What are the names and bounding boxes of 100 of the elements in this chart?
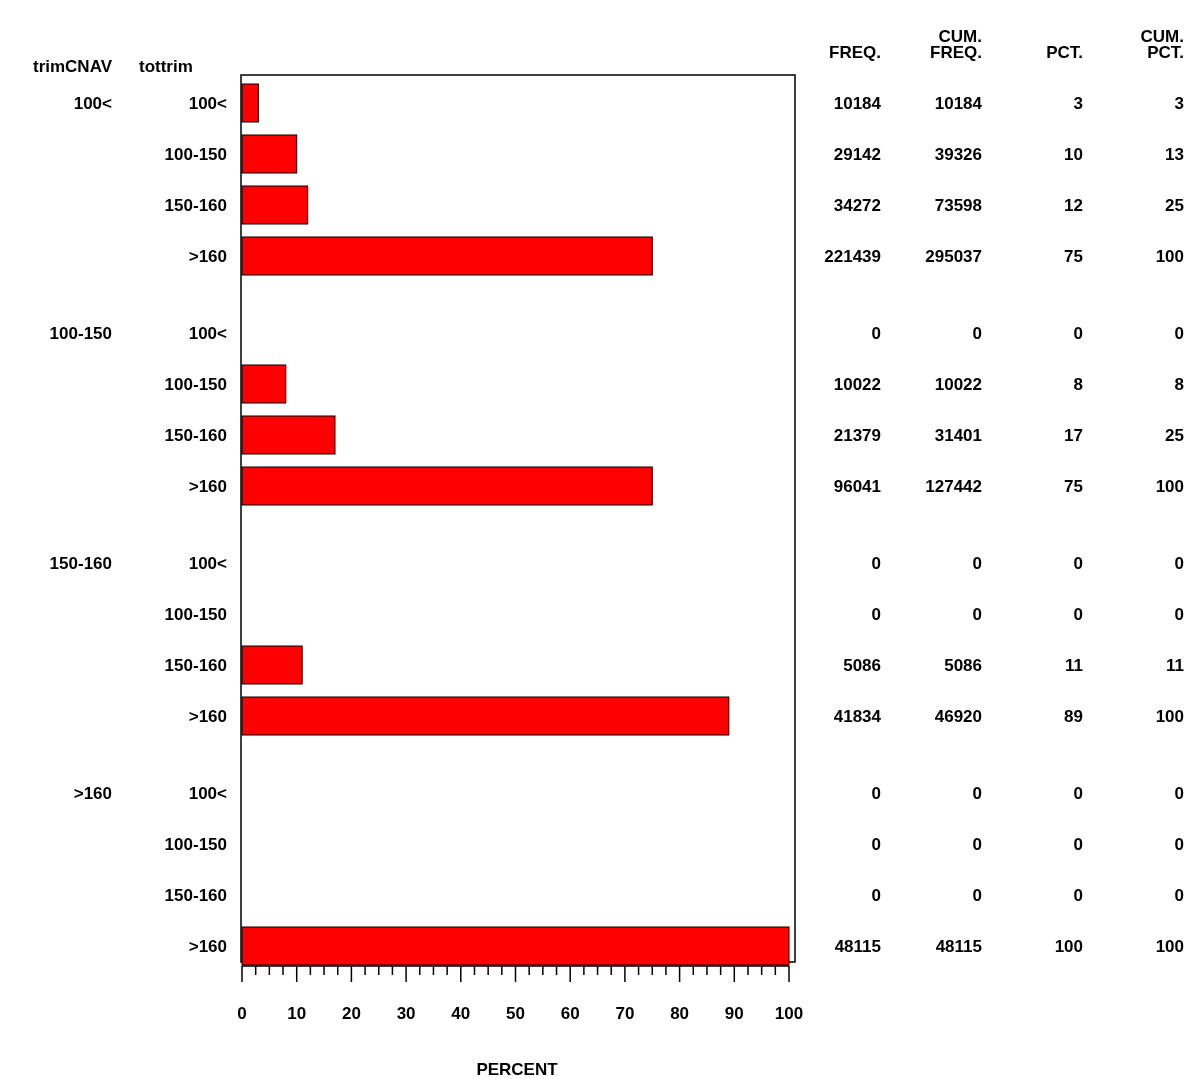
data-label: 0 (871, 784, 881, 803)
data-label: 46920 (934, 707, 982, 726)
data-label: 39326 (934, 145, 982, 164)
data-label: 96041 (833, 477, 881, 496)
y-tick-label: 100-150 (164, 145, 227, 164)
data-label: 48115 (834, 937, 881, 956)
x-tick-label: CUM. PCT. (1140, 27, 1184, 62)
data-label: 0 (1073, 835, 1083, 854)
data-label: 8 (1174, 375, 1184, 394)
text: 100-150 (49, 324, 112, 343)
text: >160 (73, 784, 112, 803)
data-label: 0 (972, 554, 982, 573)
data-label: 127442 (925, 477, 982, 496)
x-tick-label: FREQ. (829, 43, 881, 62)
data-label: 12 (1064, 196, 1083, 215)
data-label: 25 (1165, 196, 1184, 215)
data-label: 0 (972, 784, 982, 803)
data-label: 13 (1165, 145, 1184, 164)
data-label: 100 (1155, 247, 1184, 266)
data-label: 10022 (934, 375, 982, 394)
data-label: 0 (1073, 784, 1083, 803)
data-label: 89 (1064, 707, 1083, 726)
data-label: 0 (1174, 554, 1184, 573)
y-tick-label: 150-160 (164, 886, 227, 905)
data-label: 100 (1155, 477, 1184, 496)
data-label: 21379 (833, 426, 881, 445)
data-label: 0 (871, 605, 881, 624)
data-label: 100 (1155, 937, 1184, 956)
y-tick-label: 100< (188, 94, 228, 113)
data-label: 0 (871, 324, 881, 343)
data-label: 41834 (833, 707, 882, 726)
data-label: 0 (871, 835, 881, 854)
y-tick-label: 100-150 (164, 835, 227, 854)
data-label: 34272 (833, 196, 881, 215)
data-label: 0 (972, 324, 982, 343)
x-tick-label: 50 (506, 1004, 525, 1023)
y-tick-label: 100< (188, 324, 228, 343)
data-label: 10022 (833, 375, 881, 394)
y-tick-label: 100-150 (164, 375, 227, 394)
data-label: 10184 (833, 94, 882, 113)
data-label: 11 (1065, 656, 1083, 675)
y-tick-label: >160 (188, 247, 227, 266)
y-tick-label: 100< (188, 784, 228, 803)
x-tick-label: 30 (396, 1004, 416, 1023)
y-tick-label: >160 (188, 937, 227, 956)
data-label: 3 (1073, 94, 1083, 113)
data-label: 0 (972, 835, 982, 854)
data-label: 0 (1073, 605, 1083, 624)
x-tick-label: CUM. FREQ. (930, 27, 982, 62)
text: 150-160 (49, 554, 112, 573)
data-label: 10 (1064, 145, 1083, 164)
data-label: 17 (1064, 426, 1083, 445)
y-tick-label: 150-160 (164, 196, 227, 215)
data-label: 0 (871, 886, 881, 905)
data-label: 11 (1166, 656, 1184, 675)
data-label: 0 (972, 605, 982, 624)
data-label: 3 (1174, 94, 1184, 113)
x-tick-label: PCT. (1046, 43, 1083, 62)
data-label: 0 (1174, 784, 1184, 803)
x-tick-label: 80 (670, 1004, 690, 1023)
data-label: 0 (1073, 554, 1083, 573)
x-tick-label: 60 (560, 1004, 580, 1023)
data-label: 8 (1073, 375, 1083, 394)
data-label: 25 (1165, 426, 1184, 445)
data-label: 73598 (934, 196, 982, 215)
x-axis-title: PERCENT (476, 1060, 559, 1079)
data-label: 0 (1174, 886, 1184, 905)
data-label: 0 (1073, 324, 1083, 343)
text: trimCNAV (32, 57, 113, 76)
data-label: 100 (1155, 707, 1184, 726)
x-tick-label: 40 (451, 1004, 471, 1023)
data-label: 31401 (934, 426, 982, 445)
data-label: 0 (1174, 835, 1184, 854)
y-tick-label: 100-150 (164, 605, 227, 624)
y-axis-title: tottrim (139, 57, 193, 76)
y-tick-label: 150-160 (164, 426, 227, 445)
data-label: 100 (1054, 937, 1083, 956)
data-label: 10184 (934, 94, 983, 113)
data-label: 221439 (824, 247, 881, 266)
data-label: 29142 (833, 145, 881, 164)
data-label: 0 (1073, 886, 1083, 905)
x-tick-label: 100 (774, 1004, 804, 1023)
data-label: 5086 (944, 656, 982, 675)
data-label: 75 (1064, 247, 1083, 266)
data-label: 0 (1174, 605, 1184, 624)
x-tick-label: 10 (287, 1004, 307, 1023)
y-tick-label: >160 (188, 477, 227, 496)
data-label: 0 (972, 886, 982, 905)
y-tick-label: >160 (188, 707, 227, 726)
data-label: 0 (1174, 324, 1184, 343)
x-tick-label: 90 (724, 1004, 744, 1023)
data-label: 75 (1064, 477, 1083, 496)
y-tick-label: 100< (188, 554, 228, 573)
x-tick-label: 0 (237, 1004, 247, 1023)
data-label: 5086 (843, 656, 881, 675)
text: 100< (73, 94, 113, 113)
x-tick-label: 70 (615, 1004, 635, 1023)
data-label: 48115 (935, 937, 982, 956)
data-label: 0 (871, 554, 881, 573)
x-tick-label: 20 (341, 1004, 361, 1023)
